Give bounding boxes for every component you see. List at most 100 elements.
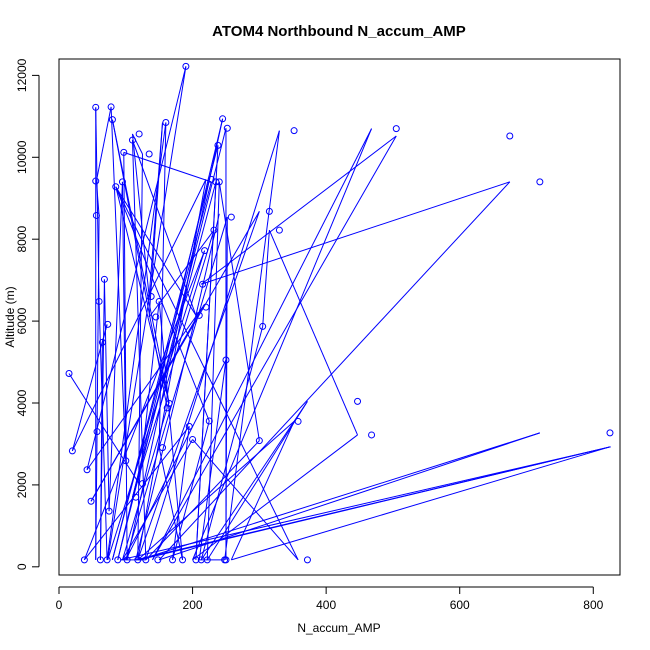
data-point	[83, 466, 91, 474]
data-point	[606, 429, 614, 437]
series-line-segment	[121, 181, 127, 461]
series-line-segment	[115, 186, 299, 561]
series-line-segment	[115, 186, 170, 404]
data-point	[275, 226, 283, 234]
series-line-segment	[111, 181, 212, 560]
x-axis-label: N_accum_AMP	[297, 621, 380, 635]
data-point	[122, 457, 130, 465]
series-line-segment	[195, 145, 219, 560]
series-line-segment	[152, 128, 373, 561]
data-point	[214, 141, 222, 149]
series-line-segment	[115, 186, 210, 422]
data-point	[104, 320, 112, 328]
data-point	[92, 177, 100, 185]
data-point	[227, 213, 235, 221]
series-line-segment	[95, 180, 100, 216]
data-point	[142, 556, 150, 564]
series-line-segment	[71, 179, 207, 452]
data-point	[134, 556, 142, 564]
data-point	[222, 556, 230, 564]
data-point	[165, 399, 173, 407]
data-point	[155, 297, 163, 305]
data-point	[80, 556, 88, 564]
data-point	[93, 428, 101, 436]
data-point	[114, 556, 122, 564]
data-point	[95, 297, 103, 305]
data-point	[182, 62, 190, 70]
data-point	[92, 211, 100, 219]
series-line-segment	[200, 401, 308, 561]
data-point	[506, 132, 514, 140]
data-point	[92, 103, 100, 111]
series-layer	[65, 62, 614, 564]
data-point	[205, 417, 213, 425]
series-line-segment	[224, 130, 280, 560]
data-point	[145, 150, 153, 158]
data-point	[105, 507, 113, 515]
series-line-segment	[138, 432, 541, 561]
series-line-segment	[195, 213, 220, 316]
y-axis-label: Altitude (m)	[3, 286, 17, 347]
series-line-segment	[192, 439, 299, 561]
data-point	[392, 125, 400, 133]
series-line-segment	[122, 439, 194, 561]
data-point	[132, 493, 140, 501]
data-point	[199, 280, 207, 288]
series-line-segment	[95, 431, 98, 560]
series-line-segment	[131, 230, 215, 498]
y-tick-label: 8000	[15, 226, 29, 253]
data-point	[169, 556, 177, 564]
series-line-segment	[125, 216, 228, 560]
series-line-segment	[262, 230, 270, 327]
data-point	[112, 183, 120, 191]
series-line-segment	[137, 421, 295, 561]
data-point	[203, 556, 211, 564]
x-axis: 0 200 400 600 800	[56, 586, 604, 612]
data-point	[215, 178, 223, 186]
series-line-segment	[231, 446, 611, 561]
data-point	[185, 422, 193, 430]
series-line-segment	[106, 122, 167, 560]
series-line-segment	[268, 229, 358, 436]
data-point	[65, 370, 73, 378]
x-tick-label: 0	[56, 598, 63, 612]
data-point	[147, 293, 155, 301]
series-line-segment	[107, 250, 206, 560]
series-line-segment	[121, 407, 168, 560]
data-point	[123, 556, 131, 564]
series-line-segment	[86, 306, 203, 471]
data-point	[68, 447, 76, 455]
series-line-segment	[83, 426, 190, 561]
plot-frame	[58, 58, 621, 576]
data-point	[202, 303, 210, 311]
data-point	[290, 127, 298, 135]
data-point	[152, 313, 160, 321]
data-point	[118, 178, 126, 186]
series-line-segment	[125, 359, 227, 561]
series-line-segment	[135, 315, 197, 560]
series-line-segment	[137, 211, 260, 561]
series-line-segment	[158, 181, 511, 561]
data-point	[163, 404, 171, 412]
data-point	[103, 556, 111, 564]
series-line-segment	[158, 447, 184, 560]
data-point	[354, 397, 362, 405]
series-line-segment	[99, 342, 103, 560]
data-point	[135, 130, 143, 138]
data-point	[108, 116, 116, 124]
series-line-segment	[131, 139, 197, 316]
data-point	[195, 311, 203, 319]
series-line-segment	[115, 186, 197, 316]
data-point	[294, 417, 302, 425]
data-point	[303, 556, 311, 564]
series-line-segment	[152, 135, 397, 561]
data-point	[100, 275, 108, 283]
data-point	[265, 207, 273, 215]
data-point	[179, 556, 187, 564]
series-line-segment	[68, 373, 140, 484]
series-line-segment	[90, 306, 204, 502]
series-line-segment	[225, 217, 228, 560]
data-point	[96, 556, 104, 564]
y-tick-label: 4000	[15, 389, 29, 416]
